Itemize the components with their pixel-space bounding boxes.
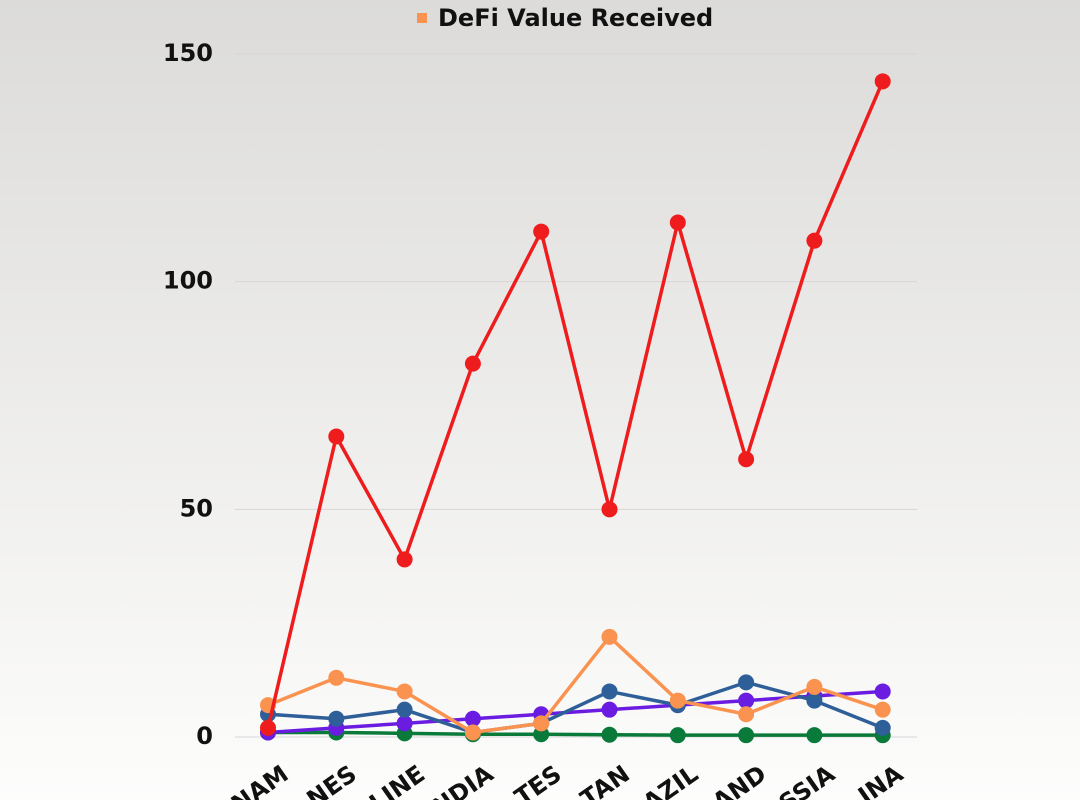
y-tick-label: 50 xyxy=(180,494,213,522)
data-point xyxy=(601,628,618,645)
data-point xyxy=(738,674,755,691)
data-point xyxy=(464,355,481,372)
y-tick-label: 100 xyxy=(163,267,213,295)
data-point xyxy=(396,701,413,718)
series-line xyxy=(268,730,883,737)
data-point xyxy=(328,669,345,686)
data-point xyxy=(874,719,891,736)
data-point xyxy=(533,223,550,240)
data-point xyxy=(874,683,891,700)
data-point xyxy=(738,692,755,709)
legend-swatch xyxy=(417,13,427,23)
data-point xyxy=(601,683,618,700)
data-point xyxy=(396,683,413,700)
y-tick-label: 0 xyxy=(196,722,213,750)
data-point xyxy=(396,715,413,732)
legend-label: DeFi Value Received xyxy=(438,4,713,32)
data-point xyxy=(260,719,276,736)
data-point xyxy=(328,710,345,727)
data-point xyxy=(396,551,413,568)
data-point xyxy=(669,214,686,231)
data-point xyxy=(464,710,481,727)
series-line xyxy=(267,689,883,735)
data-point xyxy=(738,706,755,723)
data-point xyxy=(738,451,755,468)
data-point xyxy=(601,501,618,518)
y-tick-label: 150 xyxy=(163,39,213,67)
series-line xyxy=(266,80,885,729)
data-point xyxy=(738,727,755,744)
data-point xyxy=(669,692,686,709)
data-point xyxy=(806,678,823,695)
data-point xyxy=(533,715,550,732)
data-point xyxy=(874,701,891,718)
data-point xyxy=(806,727,823,744)
data-point xyxy=(328,428,345,445)
data-point xyxy=(669,727,686,744)
series-line xyxy=(267,680,884,735)
data-point xyxy=(464,724,481,741)
data-point xyxy=(874,73,891,90)
data-point xyxy=(806,692,823,709)
data-point xyxy=(806,232,823,249)
data-point xyxy=(601,701,618,718)
series-line xyxy=(267,635,884,735)
data-point xyxy=(601,726,618,743)
